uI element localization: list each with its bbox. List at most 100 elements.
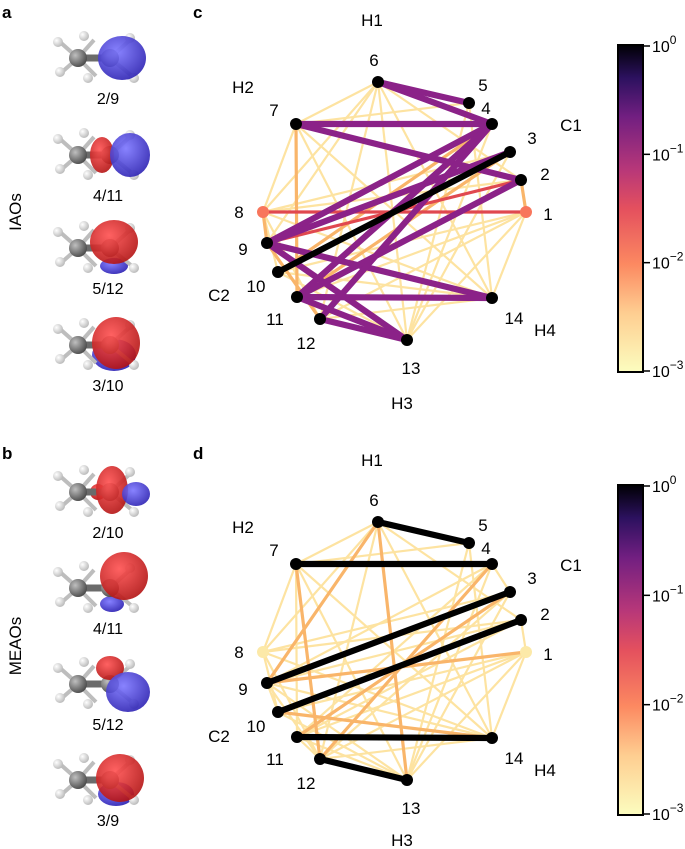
node-label-14: 14: [505, 749, 524, 768]
node-14: [486, 732, 498, 744]
node-14: [486, 292, 498, 304]
node-label-7: 7: [269, 541, 278, 560]
node-label-4: 4: [481, 539, 490, 558]
node-2: [515, 174, 527, 186]
edge-strong-12-13: [316, 755, 411, 784]
node-label-14: 14: [505, 309, 524, 328]
node-8: [257, 206, 269, 218]
panel-letter-b: b: [2, 444, 12, 463]
edge-mid-9-14: [263, 239, 496, 302]
edge-faint-13-3: [405, 590, 512, 782]
orbital-a-1: 4/11: [53, 128, 150, 205]
edge-faint-13-1: [405, 650, 528, 782]
node-11: [291, 731, 303, 743]
edge-faint-1-14: [490, 650, 528, 740]
node-label-1: 1: [543, 205, 552, 224]
edge-mid-9-4: [263, 120, 496, 247]
edge-faint-6-9: [265, 80, 380, 245]
meaos-label: MEAOs: [6, 617, 25, 676]
group-label-h1-d: H1: [361, 451, 383, 470]
edge-faint-6-7: [294, 80, 380, 126]
edge-orange-10-14: [276, 710, 494, 740]
colorbar-tick-label-2: 10−2: [652, 250, 684, 273]
orbital-a-0: 2/9: [53, 31, 146, 108]
orbital-a-3: 3/10: [53, 317, 140, 395]
orbital-label-a-2: 5/12: [92, 281, 123, 298]
edge-faint-9-13: [265, 681, 409, 782]
node-label-5: 5: [478, 76, 487, 95]
node-label-9: 9: [238, 240, 247, 259]
panel-letter-a: a: [2, 3, 12, 22]
edge-faint-7-11: [294, 562, 299, 739]
group-label-h4-c: H4: [534, 321, 556, 340]
edge-faint-7-8: [261, 122, 298, 214]
panel-letter-d: d: [193, 444, 203, 463]
orbital-label-b-2: 5/12: [92, 717, 123, 734]
group-label-h3-c: H3: [391, 394, 413, 413]
node-4: [486, 118, 498, 130]
node-label-2: 2: [540, 605, 549, 624]
edge-mid-11-13: [293, 293, 411, 344]
edge-faint-4-13: [405, 122, 494, 342]
group-label-h1-c: H1: [361, 11, 383, 30]
colorbar-d: 100 10−1 10−2 10−3: [617, 473, 684, 824]
edge-strong-9-3: [263, 588, 514, 687]
edge-faint-12-14: [318, 736, 494, 761]
orbital-images: 2/9 4/11 5/12 3/10 2/10 4/11 5/12 3/9: [53, 31, 150, 830]
iaos-label: IAOs: [6, 193, 25, 231]
edge-faint-1-14: [490, 210, 528, 300]
node-5: [463, 97, 475, 109]
node-label-3: 3: [527, 129, 536, 148]
node-label-6: 6: [369, 51, 378, 70]
edge-strong-6-5: [374, 518, 473, 547]
colorbar-tick-label-3: 10−3: [652, 358, 684, 381]
node-5: [463, 537, 475, 549]
node-10: [272, 706, 284, 718]
node-12: [314, 753, 326, 765]
edge-faint-13-3: [405, 150, 512, 342]
colorbar-d-gradient: [617, 484, 644, 816]
colorbar-tick-label-0: 100: [652, 33, 677, 56]
colorbar-tick-label-1: 10−1: [652, 141, 684, 164]
node-6: [372, 516, 384, 528]
edge-faint-6-7: [294, 520, 380, 566]
edge-faint-11-1: [295, 650, 528, 739]
edge-faint-4-13: [405, 562, 494, 782]
edge-faint-13-1: [405, 210, 528, 342]
node-label-10: 10: [247, 717, 266, 736]
node-label-13: 13: [402, 799, 421, 818]
node-label-13: 13: [402, 359, 421, 378]
edge-orange-7-12: [294, 562, 322, 761]
edge-mid-7-2: [292, 120, 525, 184]
colorbar-tick-label-0: 100: [652, 473, 677, 496]
orbital-label-b-3: 3/9: [97, 813, 119, 830]
node-label-5: 5: [478, 516, 487, 535]
edge-faint-7-8: [261, 562, 298, 654]
node-3: [504, 586, 516, 598]
edge-orange-13-6: [376, 520, 409, 782]
edge-orange-12-9: [265, 241, 322, 321]
orbital-label-b-0: 2/10: [92, 525, 123, 542]
node-label-11: 11: [266, 310, 284, 329]
edge-faint-9-4: [265, 562, 494, 685]
orbital-label-a-1: 4/11: [93, 188, 123, 205]
orbital-b-3: 3/9: [53, 753, 144, 830]
node-7: [290, 558, 302, 570]
orbital-b-0: 2/10: [53, 465, 150, 542]
orbital-b-1: 4/11: [53, 552, 148, 638]
node-9: [261, 677, 273, 689]
node-1: [520, 206, 532, 218]
group-label-c1-d: C1: [560, 556, 582, 575]
group-label-c2-c: C2: [208, 286, 230, 305]
orbital-label-a-3: 3/10: [92, 378, 123, 395]
node-4: [486, 558, 498, 570]
node-13: [401, 334, 413, 346]
node-label-4: 4: [481, 99, 490, 118]
node-9: [261, 237, 273, 249]
node-13: [401, 774, 413, 786]
node-label-9: 9: [238, 680, 247, 699]
node-label-11: 11: [266, 750, 284, 769]
edge-faint-11-1: [295, 210, 528, 299]
colorbar-tick-label-2: 10−2: [652, 692, 684, 715]
